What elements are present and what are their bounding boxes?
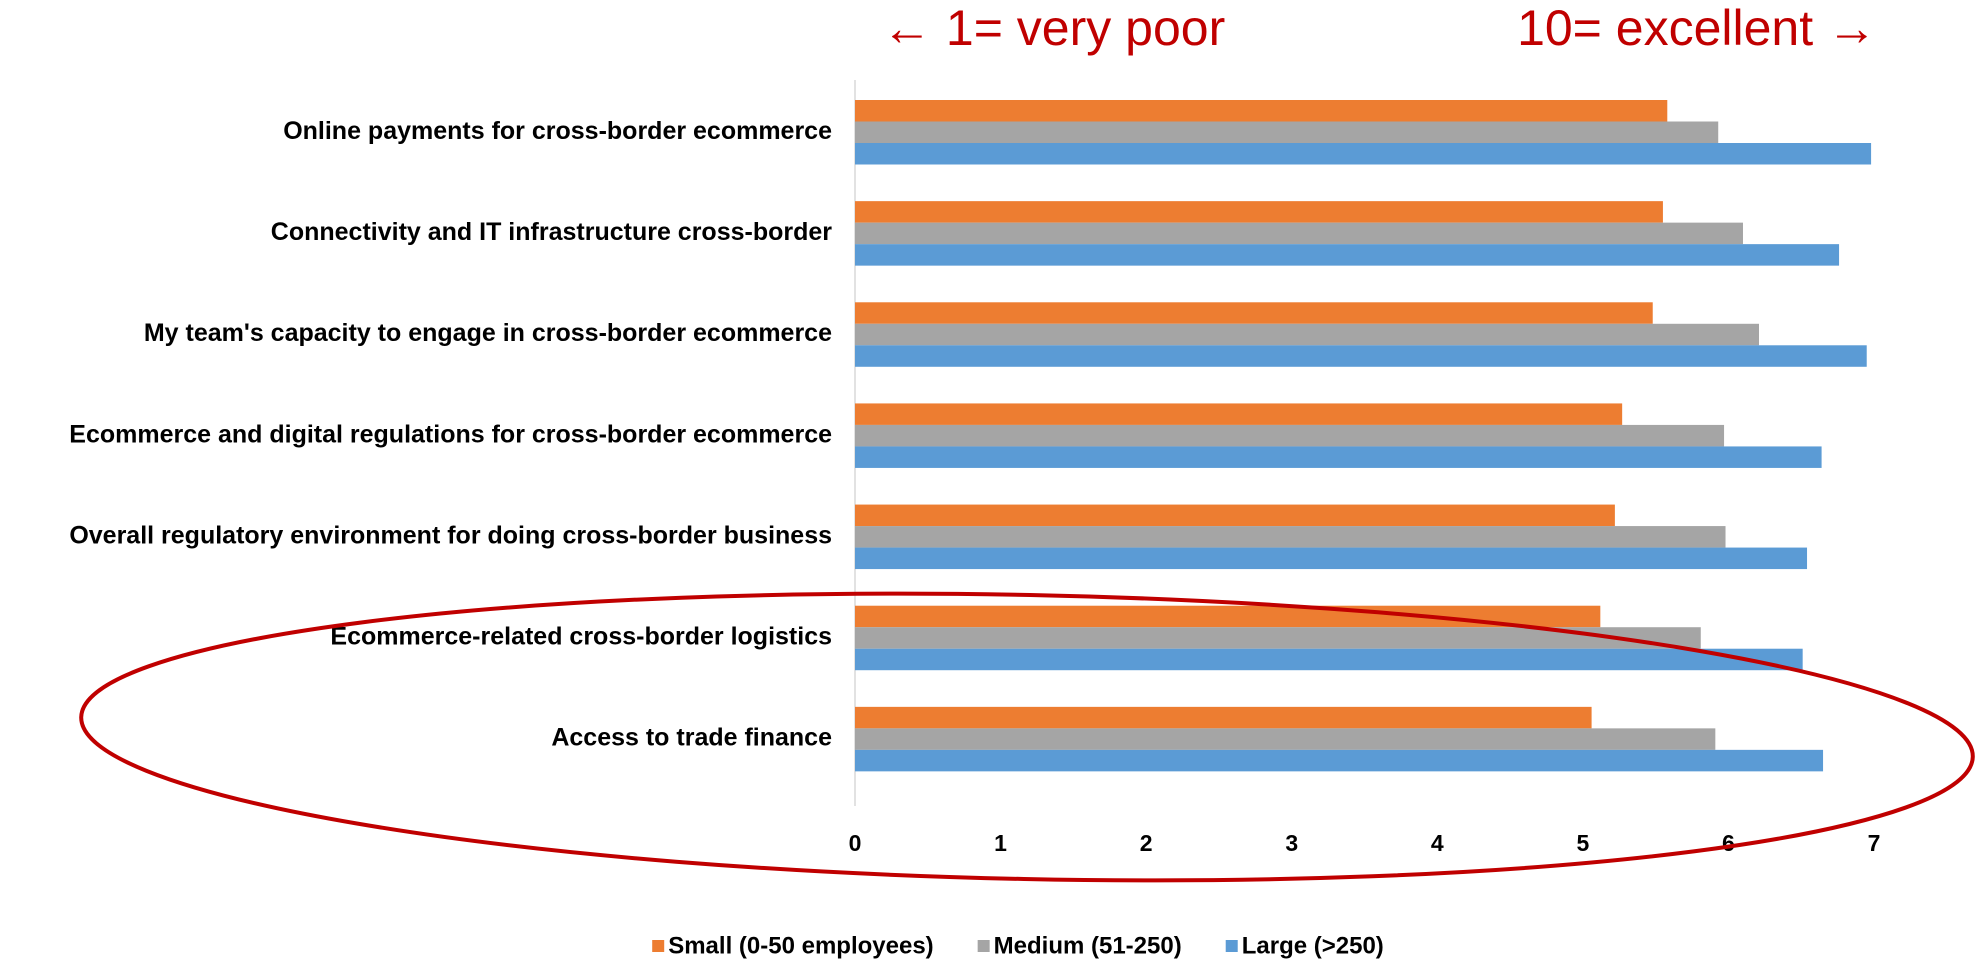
bar <box>855 627 1701 649</box>
category-label: Overall regulatory environment for doing… <box>69 521 832 549</box>
x-tick-label: 0 <box>849 830 862 856</box>
bar <box>855 728 1716 750</box>
category-label: Ecommerce-related cross-border logistics <box>330 623 832 651</box>
legend-swatch <box>1225 940 1238 952</box>
x-tick-label: 2 <box>1140 830 1153 856</box>
bar <box>855 403 1623 425</box>
bar <box>855 424 1725 447</box>
bar <box>855 201 1663 223</box>
annotation-right: 10= excellent → <box>1517 0 1877 56</box>
bar <box>855 100 1668 122</box>
legend-label: Large (>250) <box>1242 932 1384 959</box>
x-tick-label: 5 <box>1576 830 1589 856</box>
category-label: Connectivity and IT infrastructure cross… <box>271 218 832 246</box>
x-tick-label: 1 <box>994 830 1007 856</box>
bar <box>855 605 1601 628</box>
bar <box>855 244 1840 266</box>
annotation-left: ← 1= very poor <box>882 0 1225 56</box>
bar <box>855 446 1822 468</box>
x-tick-label: 6 <box>1722 830 1735 856</box>
plot-area: 0 1 2 3 4 5 6 7 Online payments for cross-border… <box>69 80 1880 959</box>
bar <box>855 222 1743 245</box>
bar <box>855 121 1719 143</box>
bar <box>855 547 1808 570</box>
legend: Small (0-50 employees) Medium (51-250) Lar… <box>652 932 1384 959</box>
bar <box>855 143 1872 165</box>
bar <box>855 504 1615 527</box>
bar <box>855 323 1759 346</box>
bar <box>855 648 1803 671</box>
highlight-ellipse <box>79 591 1975 883</box>
bar <box>855 302 1653 324</box>
legend-swatch <box>652 940 665 952</box>
legend-label: Small (0-50 employees) <box>668 932 933 959</box>
category-label: Access to trade finance <box>551 724 832 752</box>
x-tick-label: 7 <box>1868 830 1881 856</box>
bar <box>855 706 1592 729</box>
x-tick-label: 3 <box>1285 830 1298 856</box>
bar <box>855 526 1726 548</box>
x-tick-label: 4 <box>1431 830 1444 856</box>
legend-swatch <box>977 940 990 952</box>
bar <box>855 345 1867 367</box>
category-label: Online payments for cross-border ecommer… <box>283 117 832 145</box>
category-label: Ecommerce and digital regulations for cr… <box>69 420 832 448</box>
bar <box>855 749 1824 772</box>
legend-label: Medium (51-250) <box>994 932 1182 959</box>
category-label: My team's capacity to engage in cross-bo… <box>144 319 832 347</box>
